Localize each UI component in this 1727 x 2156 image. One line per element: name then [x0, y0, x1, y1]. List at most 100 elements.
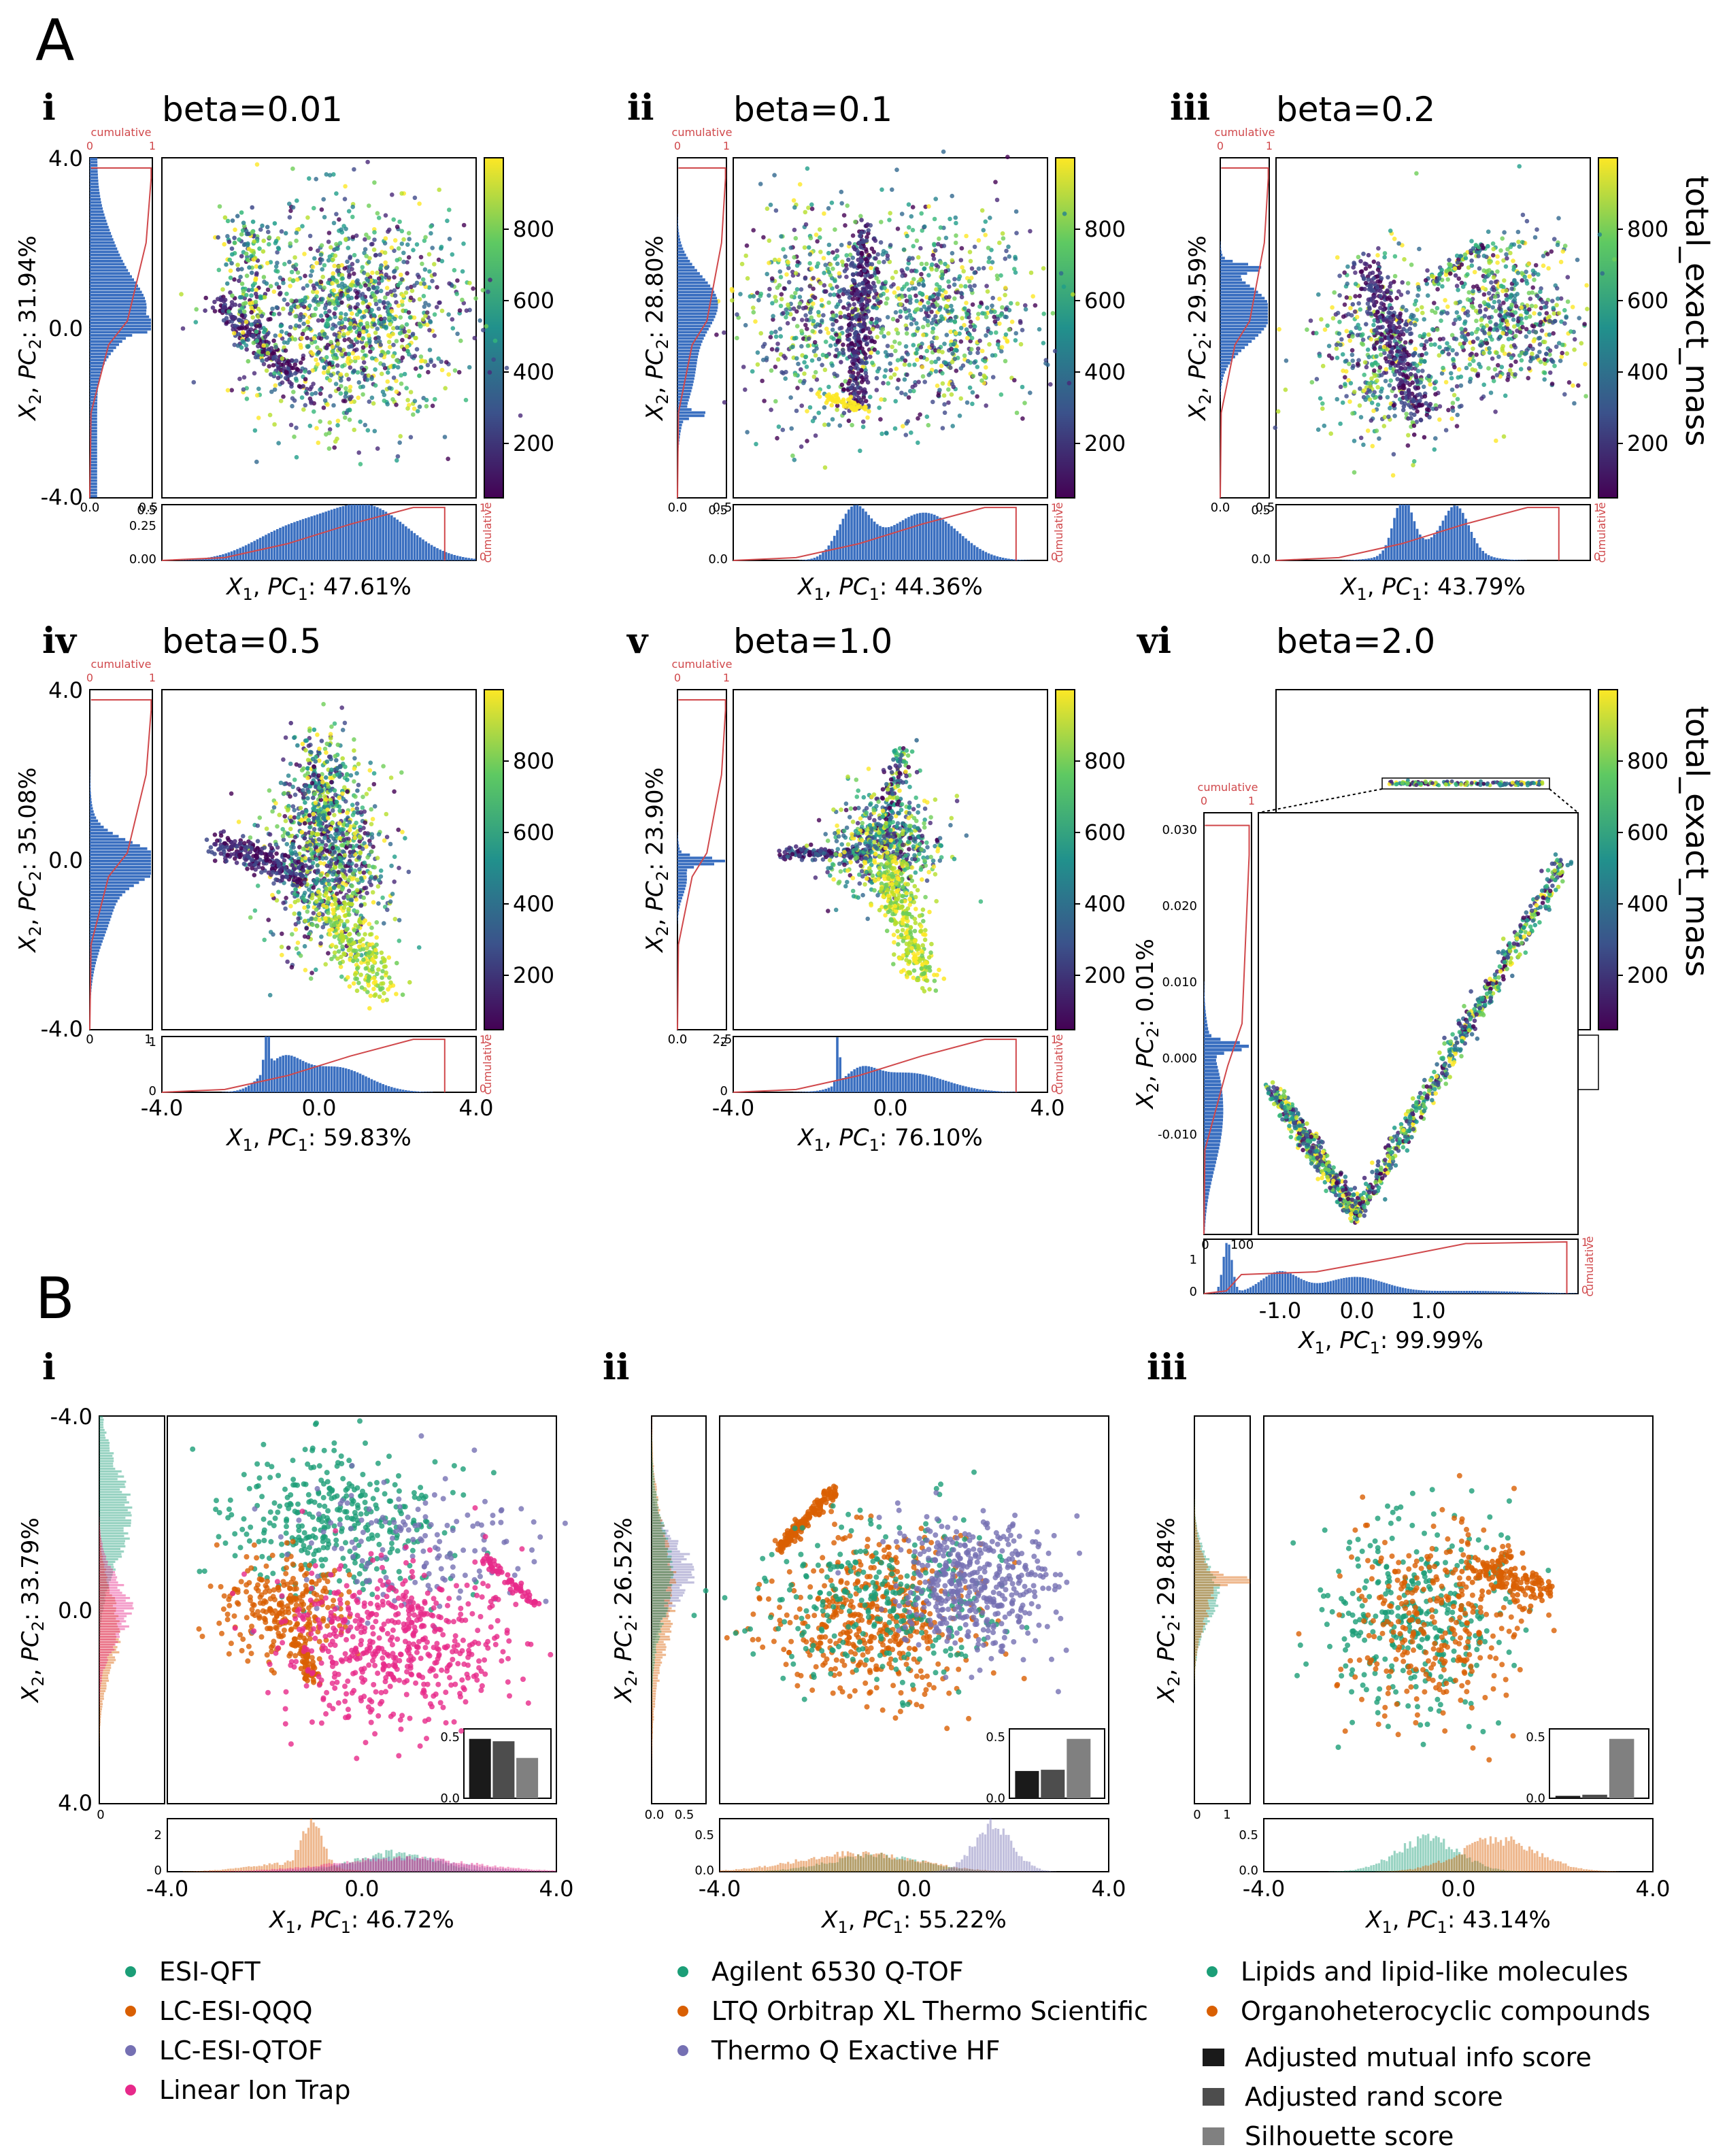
scatter-point	[1438, 404, 1443, 409]
scatter-plot-frame	[162, 158, 476, 498]
scatter-point	[329, 340, 333, 345]
scatter-point	[385, 402, 390, 407]
scatter-point	[420, 262, 424, 267]
scatter-point	[281, 394, 286, 399]
scatter-point	[1561, 249, 1566, 254]
scatter-point	[341, 728, 346, 732]
scatter-point	[1458, 316, 1462, 321]
scatter-point	[328, 293, 333, 298]
scatter-point	[1454, 337, 1459, 341]
scatter-point	[1353, 271, 1358, 275]
scatter-point	[246, 331, 251, 335]
scatter-point	[1470, 304, 1475, 309]
scatter-point	[1418, 399, 1422, 403]
scatter-point	[935, 303, 940, 307]
scatter-point	[842, 411, 847, 416]
scatter-point	[984, 403, 988, 408]
scatter-point	[1513, 360, 1518, 365]
scatter-point	[1413, 299, 1418, 303]
scatter-point	[1339, 385, 1343, 390]
scatter-point	[864, 374, 869, 379]
scatter-point	[863, 405, 868, 409]
scatter-point	[1373, 373, 1377, 378]
scatter-point	[999, 312, 1004, 317]
scatter-point	[1488, 320, 1493, 324]
scatter-point	[338, 347, 343, 352]
scatter-point	[960, 295, 965, 300]
scatter-point	[941, 426, 945, 431]
scatter-point	[1466, 290, 1471, 295]
scatter-point	[793, 373, 798, 377]
scatter-point	[805, 167, 810, 171]
scatter-point	[762, 399, 767, 403]
scatter-point	[1350, 334, 1355, 339]
scatter-point	[346, 246, 351, 250]
scatter-point	[857, 241, 862, 246]
scatter-point	[241, 289, 246, 294]
scatter-point	[1412, 399, 1417, 404]
scatter-point	[882, 260, 886, 265]
scatter-point	[759, 292, 764, 297]
scatter-point	[1479, 318, 1483, 322]
scatter-point	[1452, 393, 1457, 398]
scatter-point	[239, 267, 244, 271]
scatter-point	[803, 323, 808, 328]
scatter-point	[292, 777, 297, 782]
scatter-point	[1371, 323, 1376, 328]
scatter-point	[1022, 401, 1027, 405]
scatter-point	[1325, 324, 1330, 329]
scatter-point	[327, 301, 332, 306]
scatter-point	[895, 386, 900, 391]
scatter-point	[370, 242, 375, 247]
scatter-point	[1363, 397, 1368, 402]
scatter-point	[1567, 380, 1572, 385]
scatter-point	[850, 423, 854, 428]
scatter-point	[884, 368, 888, 373]
scatter-point	[457, 370, 462, 375]
scatter-point	[1513, 297, 1518, 302]
scatter-point	[1577, 316, 1581, 320]
scatter-point	[367, 235, 371, 240]
scatter-point	[1415, 380, 1420, 385]
scatter-point	[1337, 293, 1342, 298]
scatter-point	[924, 349, 929, 354]
scatter-point	[1495, 260, 1500, 265]
scatter-point	[454, 292, 459, 297]
scatter-point	[447, 207, 452, 212]
scatter-point	[837, 271, 842, 276]
scatter-point	[1445, 311, 1450, 316]
scatter-point	[447, 282, 452, 286]
scatter-point	[840, 383, 845, 388]
scatter-point	[972, 271, 977, 275]
scatter-point	[299, 360, 303, 365]
scatter-point	[414, 367, 418, 371]
scatter-point	[316, 441, 321, 445]
scatter-point	[1016, 301, 1020, 306]
scatter-point	[284, 370, 289, 375]
scatter-point	[1409, 339, 1413, 344]
scatter-point	[1579, 341, 1584, 346]
scatter-point	[807, 246, 811, 250]
scatter-point	[330, 878, 335, 883]
scatter-point	[1001, 236, 1006, 241]
scatter-point	[1513, 372, 1518, 377]
scatter-point	[1416, 369, 1421, 373]
scatter-point	[316, 318, 321, 323]
scatter-point	[773, 399, 778, 404]
scatter-point	[1455, 413, 1460, 418]
scatter-point	[1041, 341, 1046, 346]
scatter-point	[1420, 343, 1424, 348]
scatter-point	[336, 341, 341, 346]
scatter-point	[261, 343, 266, 348]
scatter-point	[1584, 283, 1589, 288]
scatter-point	[748, 294, 753, 299]
scatter-point	[1474, 309, 1479, 314]
scatter-point	[990, 303, 994, 308]
scatter-point	[233, 228, 237, 233]
scatter-point	[790, 345, 795, 350]
scatter-point	[1488, 260, 1492, 265]
scatter-point	[283, 907, 288, 911]
scatter-point	[1473, 270, 1477, 275]
scatter-point	[284, 231, 288, 236]
scatter-point	[952, 297, 957, 301]
